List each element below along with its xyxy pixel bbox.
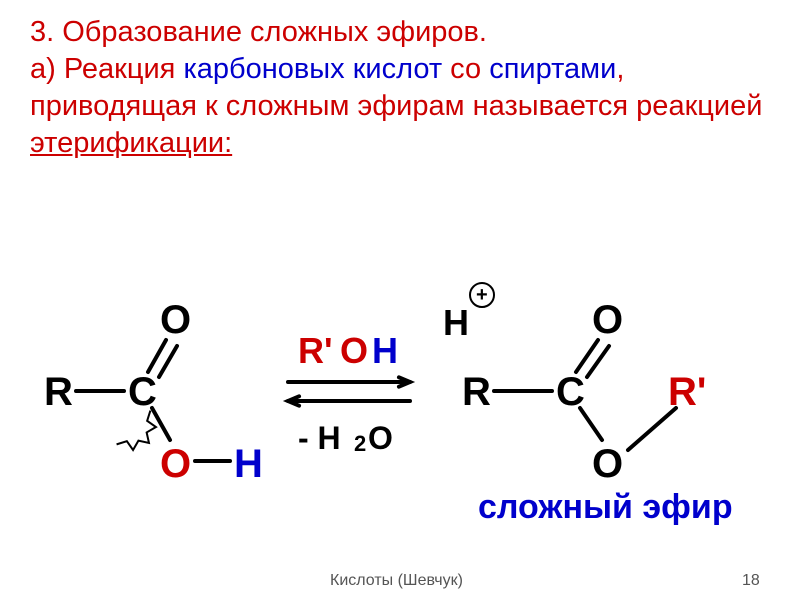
reaction-scheme: RCOOHR'OH- H2OH+RCOOR'сложный эфир xyxy=(0,270,800,550)
footer-pagenum: 18 xyxy=(742,572,760,590)
footer-caption: Кислоты (Шевчук) xyxy=(330,572,463,590)
slide-heading: 3. Образование сложных эфиров. а) Реакци… xyxy=(30,14,770,162)
